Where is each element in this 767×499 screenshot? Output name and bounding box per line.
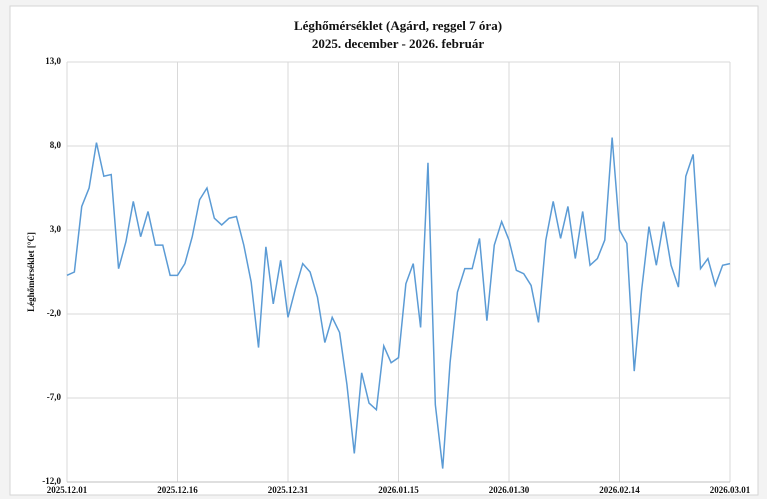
y-tick-label: 3,0 [50, 224, 62, 234]
x-tick-label: 2026.01.15 [378, 485, 419, 495]
x-tick-label: 2025.12.01 [47, 485, 88, 495]
x-tick-label: 2026.01.30 [489, 485, 530, 495]
y-tick-label: 13,0 [45, 56, 61, 66]
y-tick-label: -12,0 [42, 476, 61, 486]
y-tick-label: -7,0 [47, 392, 62, 402]
chart-subtitle: 2025. december - 2026. február [312, 36, 485, 51]
x-tick-label: 2026.03.01 [710, 485, 751, 495]
y-tick-label: 8,0 [50, 140, 62, 150]
x-tick-label: 2025.12.31 [268, 485, 309, 495]
x-tick-label: 2025.12.16 [157, 485, 198, 495]
y-axis-label: Léghőmérséklet [°C] [26, 232, 36, 312]
y-tick-label: -2,0 [47, 308, 62, 318]
chart-frame [9, 5, 759, 496]
chart-title: Léghőmérséklet (Agárd, reggel 7 óra) [294, 18, 502, 33]
data-line [66, 137, 731, 469]
x-tick-label: 2026.02.14 [599, 485, 640, 495]
